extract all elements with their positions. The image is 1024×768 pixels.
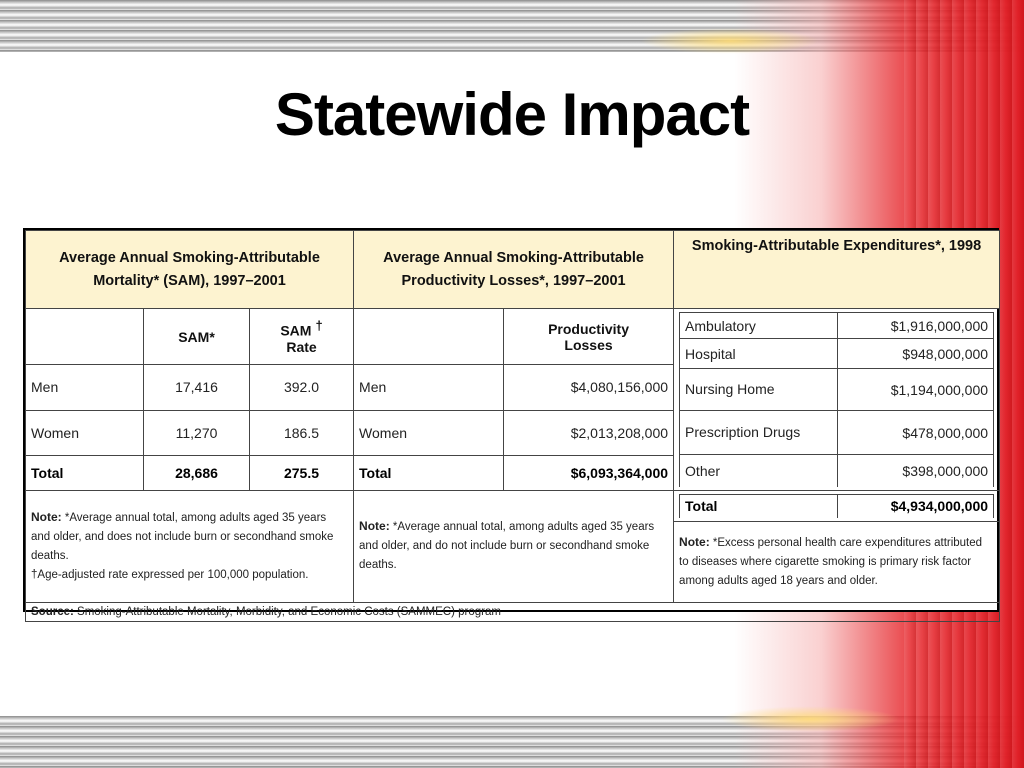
expenditure-label: Prescription Drugs (679, 410, 839, 455)
productivity-value: $2,013,208,000 (503, 409, 675, 456)
statistics-table: Average Annual Smoking-Attributable Mort… (24, 230, 1001, 622)
expenditure-label: Nursing Home (679, 368, 839, 411)
mortality-note-dagger-text: †Age-adjusted rate expressed per 100,000… (31, 568, 309, 581)
mortality-row-label: Men (25, 364, 144, 411)
expenditures-header: Smoking-Attributable Expenditures*, 1998 (673, 230, 1001, 309)
expenditures-list-cell: Ambulatory $1,916,000,000 Hospital $948,… (673, 308, 1001, 491)
source-line: Source: Smoking-Attributable Mortality, … (24, 602, 1001, 622)
productivity-blank-cell (353, 307, 505, 366)
mortality-note: Note: *Average annual total, among adult… (24, 489, 355, 603)
source-label: Source: (31, 606, 74, 618)
productivity-header: Average Annual Smoking-Attributable Prod… (353, 230, 675, 309)
expenditures-table: Ambulatory $1,916,000,000 Hospital $948,… (679, 312, 995, 487)
losses-label-b: Losses (564, 336, 613, 353)
expenditures-note: Note: *Excess personal health care expen… (673, 521, 1001, 603)
expenditures-total-table: Total $4,934,000,000 (679, 493, 995, 518)
expenditure-label: Other (679, 454, 839, 487)
expenditure-label: Ambulatory (679, 312, 839, 339)
mortality-sam-value: 17,416 (143, 364, 250, 411)
expenditure-value: $1,916,000,000 (837, 312, 995, 339)
expenditure-value: $478,000,000 (837, 410, 995, 455)
mortality-sam-value: 11,270 (143, 409, 250, 456)
expenditures-note-text: *Excess personal health care expenditure… (679, 537, 983, 587)
mortality-blank-cell (25, 307, 144, 366)
expenditure-value: $948,000,000 (837, 338, 995, 369)
mortality-total-rate: 275.5 (248, 454, 355, 491)
sam-column-header: SAM* (143, 307, 250, 366)
mortality-rate-value: 186.5 (248, 409, 355, 456)
expenditure-value: $1,194,000,000 (837, 368, 995, 411)
sam-rate-label-b: Rate (286, 338, 317, 355)
productivity-total-value: $6,093,364,000 (503, 454, 675, 491)
top-gold-flare (640, 28, 820, 54)
productivity-losses-column-header: Productivity Losses (503, 307, 675, 366)
productivity-note-text: *Average annual total, among adults aged… (359, 521, 655, 572)
expenditures-total-cell: Total $4,934,000,000 (673, 489, 1001, 522)
productivity-row-label: Women (353, 409, 505, 456)
source-text: Smoking-Attributable Mortality, Morbidit… (73, 606, 501, 618)
mortality-row-label: Women (25, 409, 144, 456)
mortality-note-label: Note: (31, 509, 62, 524)
productivity-total-label: Total (353, 454, 505, 491)
expenditure-label: Hospital (679, 338, 839, 369)
mortality-rate-value: 392.0 (248, 364, 355, 411)
dagger-mark: † (315, 318, 323, 334)
slide-title: Statewide Impact (274, 81, 750, 148)
productivity-value: $4,080,156,000 (503, 364, 675, 411)
mortality-header: Average Annual Smoking-Attributable Mort… (24, 230, 355, 309)
expenditures-note-label: Note: (679, 535, 710, 549)
statistics-table-panel: Average Annual Smoking-Attributable Mort… (23, 228, 1001, 622)
losses-label-a: Productivity (548, 320, 629, 337)
expenditure-value: $398,000,000 (837, 454, 995, 487)
sam-rate-label-a: SAM (280, 322, 312, 339)
productivity-row-label: Men (353, 364, 505, 411)
expenditures-total-label: Total (679, 493, 839, 518)
mortality-total-label: Total (25, 454, 144, 491)
mortality-note-text: *Average annual total, among adults aged… (31, 511, 334, 562)
expenditures-total-value: $4,934,000,000 (837, 493, 995, 518)
productivity-note-label: Note: (359, 519, 390, 534)
bottom-gold-flare (720, 706, 900, 732)
sam-rate-column-header: SAM † Rate (248, 307, 355, 366)
productivity-note: Note: *Average annual total, among adult… (353, 489, 675, 603)
mortality-total-sam: 28,686 (143, 454, 250, 491)
